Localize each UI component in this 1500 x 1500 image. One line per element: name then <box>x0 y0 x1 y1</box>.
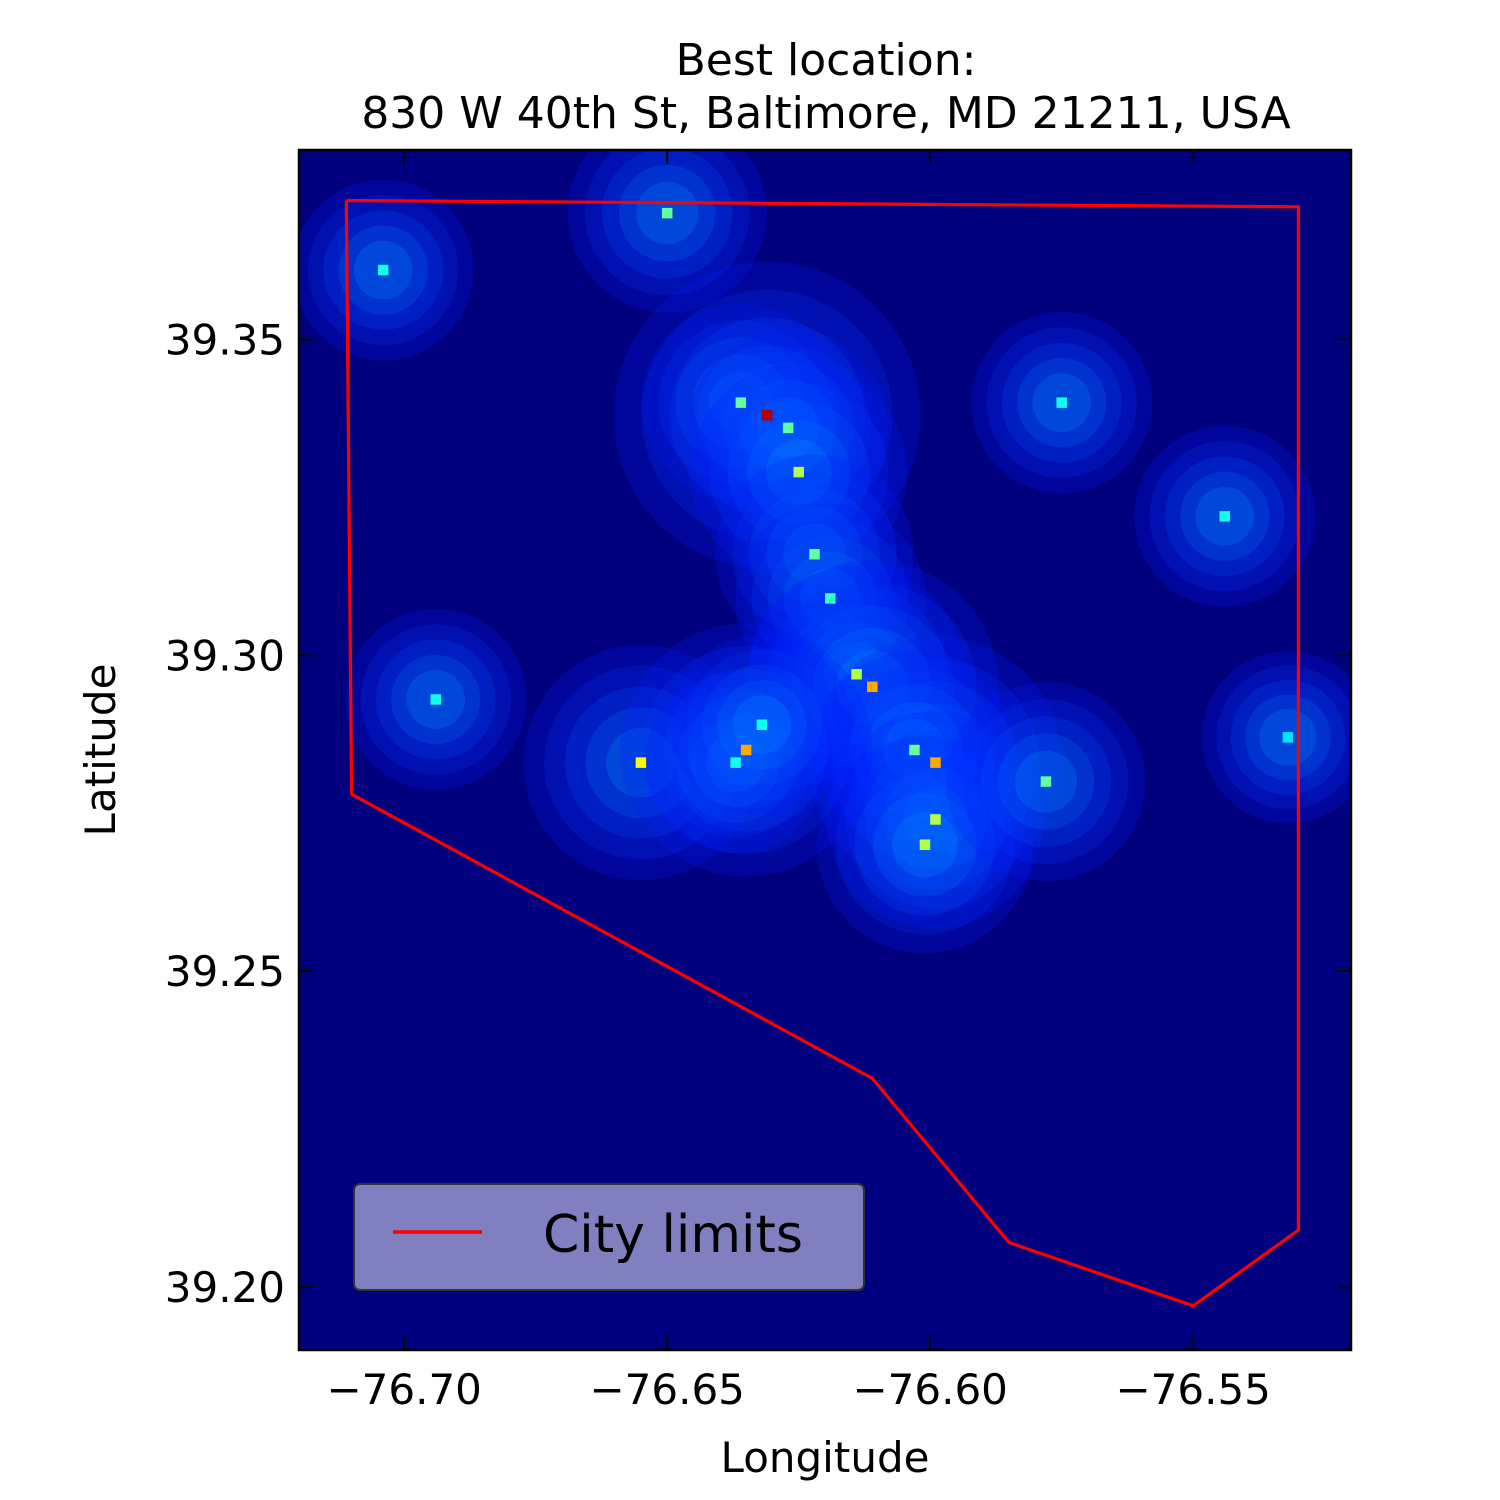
y-tick-label-2: 39.25 <box>165 947 285 996</box>
heat-cell-9 <box>867 681 878 693</box>
legend: City limits <box>353 1183 865 1291</box>
heat-cell-14 <box>1040 776 1052 787</box>
heat-cell-7 <box>825 593 836 604</box>
x-tick-label-3: −76.55 <box>1115 1365 1270 1414</box>
axis-ticks: −76.70 −76.65 −76.60 −76.55 39.35 39.30 39.25 3… <box>165 150 1351 1414</box>
heat-cell-22 <box>1282 732 1294 743</box>
heat-glow <box>584 150 750 296</box>
plot-frame <box>297 148 1353 1352</box>
heat-glow <box>1201 651 1351 824</box>
heat-cell-0 <box>661 207 673 219</box>
chart-title-line-1: Best location: <box>676 35 977 86</box>
heat-cell-17 <box>730 757 741 768</box>
heat-cell-4 <box>782 422 794 434</box>
heat-cell-8 <box>851 668 862 680</box>
y-tick-label-1: 39.30 <box>165 631 285 680</box>
heat-cell-18 <box>756 719 768 730</box>
legend-label: City limits <box>543 1205 803 1265</box>
heat-cell-6 <box>809 548 820 560</box>
heat-cell-13 <box>919 839 931 850</box>
city-limits-layer <box>344 198 1301 1308</box>
heat-cell-3 <box>735 397 747 408</box>
heat-cell-10 <box>930 757 941 768</box>
heat-cell-20 <box>1219 511 1231 522</box>
y-tick-label-3: 39.20 <box>165 1263 285 1312</box>
x-tick-label-1: −76.65 <box>589 1365 744 1414</box>
heat-cell-1 <box>377 264 389 276</box>
y-axis-label: Latitude <box>76 664 125 837</box>
city-limits-line <box>344 198 1301 1308</box>
heat-cell-2 <box>761 410 773 421</box>
heat-cell-21 <box>1056 397 1067 408</box>
heat-cell-5 <box>793 466 804 478</box>
plot-background <box>299 150 1351 1350</box>
heat-cell-15 <box>635 757 647 768</box>
heat-glow <box>567 150 767 313</box>
x-axis-label: Longitude <box>721 1433 930 1482</box>
y-tick-label-0: 39.35 <box>165 315 285 364</box>
chart-title-line-2: 830 W 40th St, Baltimore, MD 21211, USA <box>361 88 1290 139</box>
legend-box <box>353 1183 865 1291</box>
heat-cell-16 <box>740 744 752 756</box>
heat-cell-19 <box>430 694 442 705</box>
heat-cell-12 <box>930 814 941 825</box>
heat-cell-11 <box>909 744 920 756</box>
x-tick-label-2: −76.60 <box>852 1365 1007 1414</box>
x-tick-label-0: −76.70 <box>326 1365 481 1414</box>
heatmap-layer <box>299 150 1351 954</box>
